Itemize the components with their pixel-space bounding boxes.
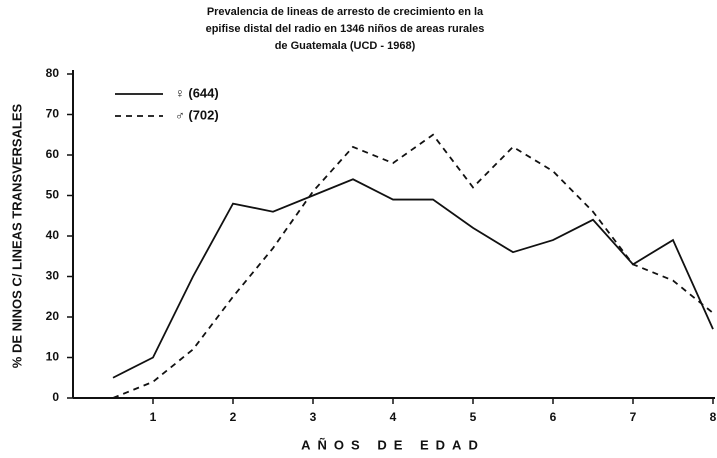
x-tick-label: 6 [550, 410, 557, 424]
y-tick-label: 80 [46, 66, 60, 80]
x-tick-label: 3 [310, 410, 317, 424]
chart-title: de Guatemala (UCD - 1968) [275, 40, 416, 52]
y-tick-label: 70 [46, 107, 60, 121]
x-tick-label: 8 [710, 410, 717, 424]
x-tick-label: 5 [470, 410, 477, 424]
x-tick-label: 7 [630, 410, 637, 424]
chart-title: Prevalencia de lineas de arresto de crec… [207, 6, 484, 18]
chart-title: epifise distal del radio en 1346 niños d… [206, 23, 485, 35]
x-tick-label: 2 [230, 410, 237, 424]
y-axis-label: % DE NINOS C/ LINEAS TRANSVERSALES [9, 103, 24, 368]
y-tick-label: 50 [46, 188, 60, 202]
legend-label: ♀ (644) [175, 85, 219, 100]
y-tick-label: 10 [46, 350, 60, 364]
x-axis-label: AÑOS DE EDAD [301, 437, 485, 452]
y-tick-label: 60 [46, 147, 60, 161]
y-tick-label: 0 [52, 390, 59, 404]
line [112, 133, 714, 399]
line [112, 178, 714, 379]
x-tick-label: 1 [150, 410, 157, 424]
x-tick-label: 4 [390, 410, 397, 424]
y-tick-label: 40 [46, 228, 60, 242]
y-tick-label: 20 [46, 309, 60, 323]
y-tick-label: 30 [46, 269, 60, 283]
legend-label: ♂ (702) [175, 107, 219, 122]
